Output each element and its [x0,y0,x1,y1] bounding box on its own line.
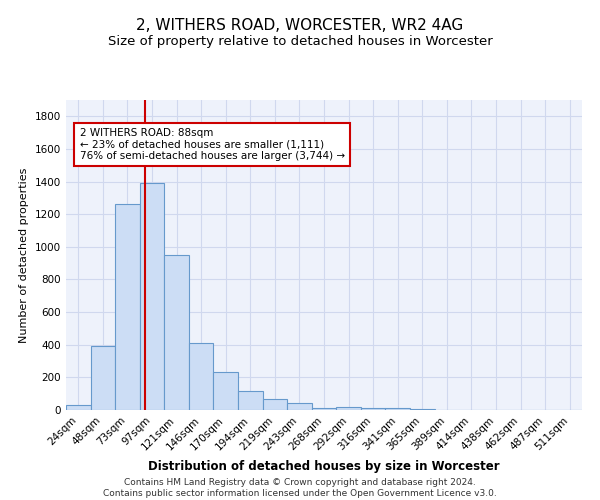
Y-axis label: Number of detached properties: Number of detached properties [19,168,29,342]
Bar [91,346,115,410]
Bar [312,408,336,410]
Bar [164,255,189,410]
X-axis label: Distribution of detached houses by size in Worcester: Distribution of detached houses by size … [148,460,500,473]
Text: Size of property relative to detached houses in Worcester: Size of property relative to detached ho… [107,35,493,48]
Text: 2, WITHERS ROAD, WORCESTER, WR2 4AG: 2, WITHERS ROAD, WORCESTER, WR2 4AG [136,18,464,32]
Bar [238,391,263,410]
Text: 2 WITHERS ROAD: 88sqm
← 23% of detached houses are smaller (1,111)
76% of semi-d: 2 WITHERS ROAD: 88sqm ← 23% of detached … [80,128,344,161]
Bar [66,405,91,410]
Bar [140,183,164,410]
Bar [410,409,434,410]
Bar [263,398,287,410]
Bar [287,402,312,410]
Bar [385,408,410,410]
Bar [214,372,238,410]
Bar [189,343,214,410]
Bar [115,204,140,410]
Bar [361,408,385,410]
Bar [336,406,361,410]
Text: Contains HM Land Registry data © Crown copyright and database right 2024.
Contai: Contains HM Land Registry data © Crown c… [103,478,497,498]
